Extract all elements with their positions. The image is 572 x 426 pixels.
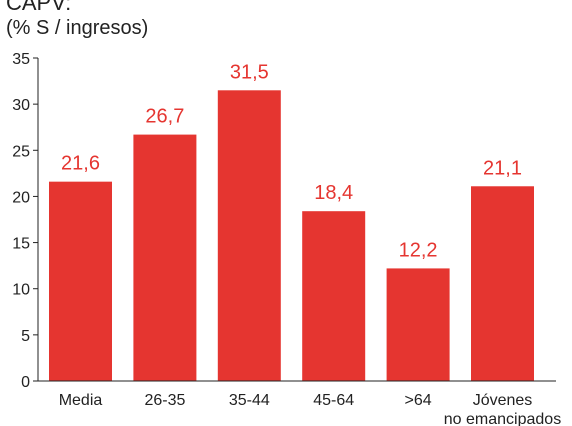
y-tick-label: 20	[12, 189, 30, 206]
data-label: 18,4	[314, 182, 353, 204]
bar	[49, 181, 112, 381]
bar	[386, 268, 450, 381]
y-tick-label: 0	[21, 374, 30, 391]
y-tick-label: 30	[12, 97, 30, 114]
y-tick-label: 25	[12, 143, 30, 160]
data-label: 12,2	[399, 239, 438, 261]
x-tick-label: 45-64	[313, 392, 354, 409]
data-label: 31,5	[230, 61, 269, 83]
x-tick-label: Media	[59, 392, 103, 409]
y-tick-label: 15	[12, 236, 30, 253]
bar	[302, 211, 366, 381]
bar	[471, 186, 534, 381]
x-axis-labels: Media 26-35 35-44 45-64 >64 Jóvenes no emancip…	[59, 392, 562, 426]
bars	[49, 90, 534, 382]
data-label: 26,7	[145, 106, 184, 128]
y-axis-ticks: 0 5 10 15 20 25 30 35	[12, 51, 38, 391]
chart-title: CAPV:	[6, 0, 71, 15]
data-label: 21,1	[483, 157, 522, 179]
data-label: 21,6	[61, 153, 100, 175]
chart-subtitle: (% S / ingresos)	[6, 17, 148, 39]
x-tick-label: >64	[405, 392, 432, 409]
y-tick-label: 5	[21, 328, 30, 345]
axes	[37, 58, 556, 382]
x-tick-label: Jóvenes	[473, 392, 533, 409]
bar	[133, 134, 197, 381]
x-tick-label: 26-35	[144, 392, 185, 409]
bar	[217, 90, 281, 382]
x-tick-label: 35-44	[229, 392, 270, 409]
y-tick-label: 10	[12, 282, 30, 299]
y-tick-label: 35	[12, 51, 30, 68]
x-tick-label: no emancipados	[444, 411, 561, 426]
data-labels: 21,6 26,7 31,5 18,4 12,2 21,1	[61, 61, 522, 261]
